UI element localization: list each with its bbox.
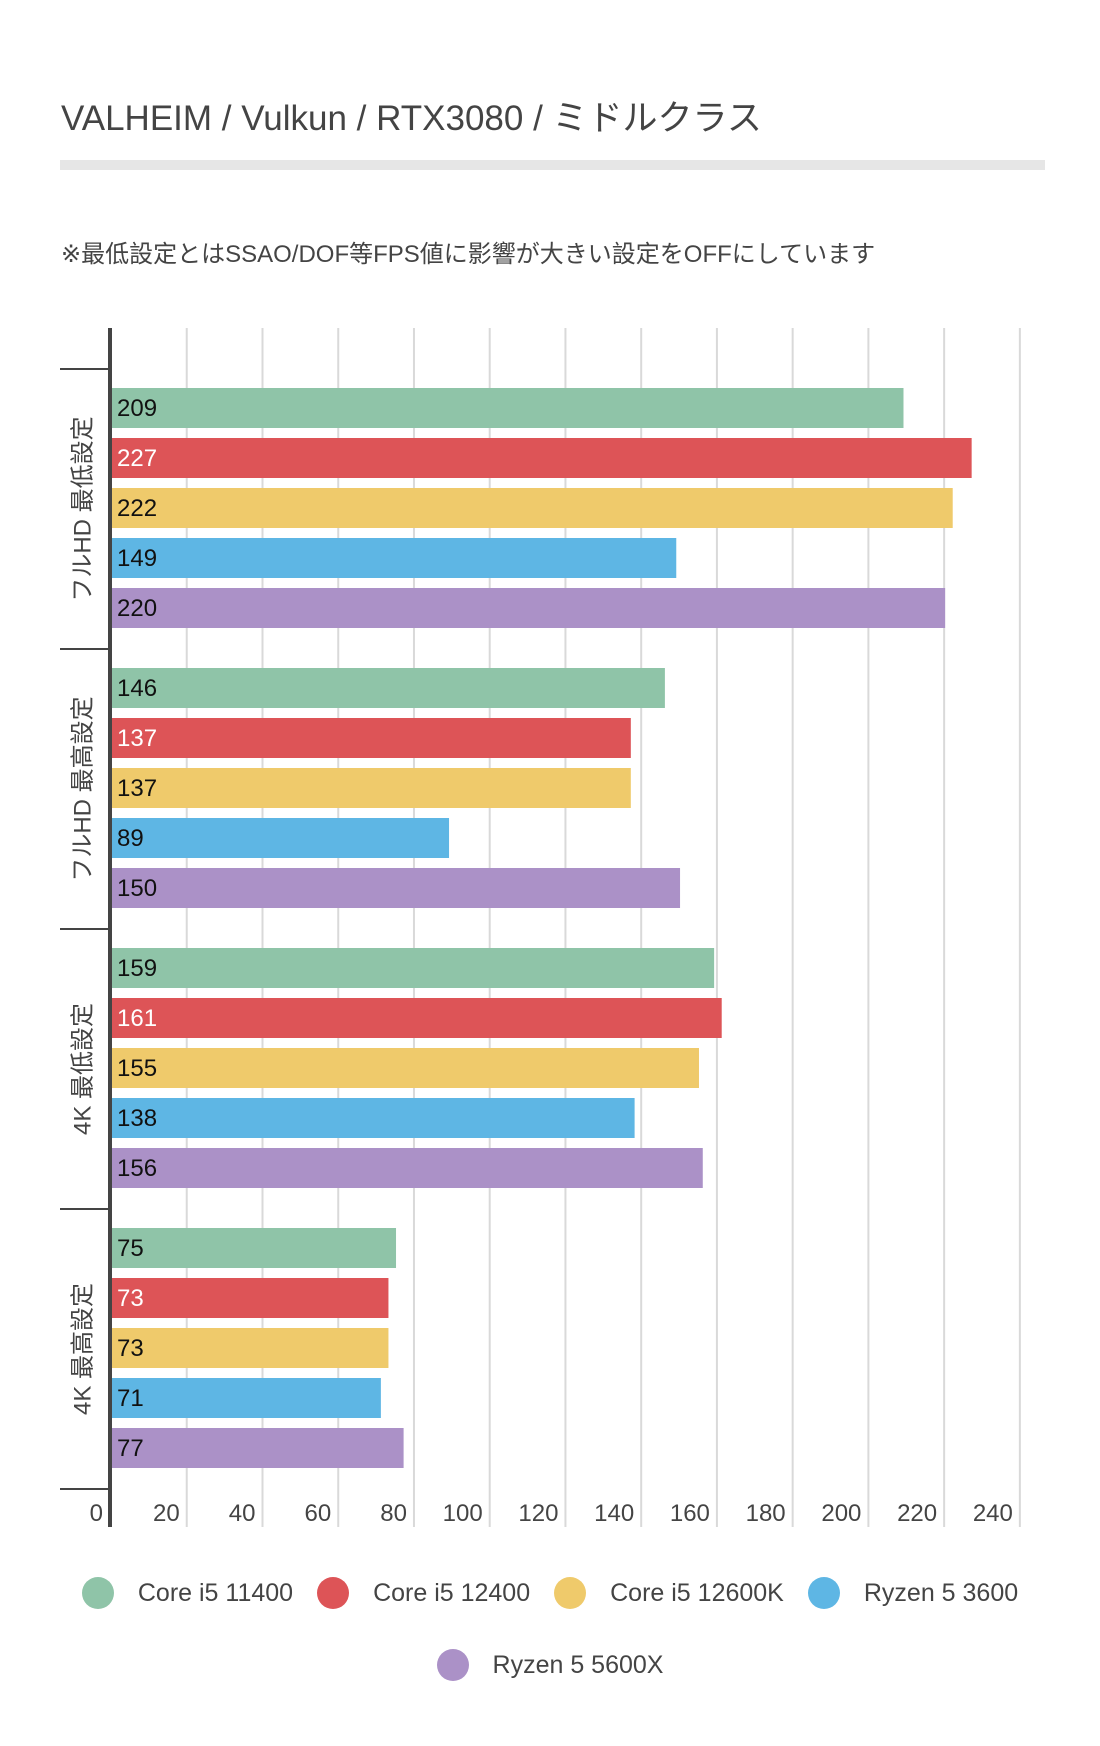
bars bbox=[112, 388, 972, 1468]
legend-item[interactable]: Core i5 12400 bbox=[317, 1577, 530, 1609]
bar bbox=[112, 1278, 389, 1318]
bar bbox=[112, 1378, 381, 1418]
bar bbox=[112, 718, 631, 758]
bar-value-label: 150 bbox=[117, 875, 157, 902]
legend-swatch-icon bbox=[554, 1577, 587, 1609]
bar bbox=[112, 488, 953, 528]
legend-item[interactable]: Ryzen 5 5600X bbox=[436, 1649, 664, 1681]
chart-subtitle-note: ※最低設定とはSSAO/DOF等FPS値に影響が大きい設定をOFFにしています bbox=[61, 241, 876, 268]
legend-swatch-icon bbox=[81, 1577, 114, 1609]
bar-value-label: 73 bbox=[117, 1335, 144, 1362]
title-divider bbox=[60, 160, 1045, 170]
legend-label: Ryzen 5 3600 bbox=[863, 1578, 1019, 1607]
bar bbox=[112, 768, 631, 808]
legend-item[interactable]: Core i5 11400 bbox=[81, 1577, 294, 1609]
bar bbox=[112, 1048, 699, 1088]
x-tick-label: 240 bbox=[973, 1500, 1013, 1527]
bar bbox=[112, 668, 665, 708]
bar-value-label: 71 bbox=[117, 1385, 144, 1412]
bar bbox=[112, 1098, 635, 1138]
legend-swatch-icon bbox=[317, 1577, 350, 1609]
legend: Core i5 11400 Core i5 12400 Core i5 12600K… bbox=[0, 1568, 1100, 1712]
bar bbox=[112, 818, 450, 858]
bar bbox=[112, 1148, 703, 1188]
bar-value-label: 149 bbox=[117, 545, 157, 572]
x-tick-label: 200 bbox=[821, 1500, 861, 1527]
legend-row: Ryzen 5 5600X bbox=[0, 1640, 1100, 1690]
bar-value-label: 137 bbox=[117, 725, 157, 752]
category-label: 4K 最低設定 bbox=[70, 1003, 97, 1135]
bar bbox=[112, 1428, 404, 1468]
legend-swatch-icon bbox=[807, 1577, 840, 1609]
bar-value-label: 146 bbox=[117, 675, 157, 702]
bar-value-label: 209 bbox=[117, 395, 157, 422]
x-tick-label: 160 bbox=[670, 1500, 710, 1527]
bar bbox=[112, 998, 722, 1038]
bar-value-label: 227 bbox=[117, 445, 157, 472]
x-tick-label: 220 bbox=[897, 1500, 937, 1527]
x-tick-label: 80 bbox=[380, 1500, 407, 1527]
bar bbox=[112, 948, 715, 988]
x-tick-label: 20 bbox=[153, 1500, 180, 1527]
labels: 0 20 40 60 80 100 120 140 160 180 200 220 240 209 227 2… bbox=[70, 395, 1013, 1527]
legend-label: Core i5 12400 bbox=[373, 1578, 531, 1607]
category-label: フルHD 最高設定 bbox=[70, 696, 97, 881]
legend-item[interactable]: Ryzen 5 3600 bbox=[807, 1577, 1019, 1609]
legend-label: Core i5 12600K bbox=[610, 1578, 784, 1607]
bar-value-label: 73 bbox=[117, 1285, 144, 1312]
x-tick-label: 140 bbox=[594, 1500, 634, 1527]
legend-item[interactable]: Core i5 12600K bbox=[554, 1577, 784, 1609]
bar-value-label: 137 bbox=[117, 775, 157, 802]
bar bbox=[112, 388, 904, 428]
axes bbox=[60, 328, 112, 1527]
bar-value-label: 75 bbox=[117, 1235, 144, 1262]
bar-value-label: 77 bbox=[117, 1435, 144, 1462]
bar-value-label: 155 bbox=[117, 1055, 157, 1082]
x-tick-label: 60 bbox=[305, 1500, 332, 1527]
x-tick-label: 100 bbox=[443, 1500, 483, 1527]
category-label: 4K 最高設定 bbox=[70, 1283, 97, 1415]
bar bbox=[112, 1228, 397, 1268]
bar bbox=[112, 588, 946, 628]
bar-value-label: 222 bbox=[117, 495, 157, 522]
x-tick-label: 40 bbox=[229, 1500, 256, 1527]
bar-value-label: 156 bbox=[117, 1155, 157, 1182]
bar bbox=[112, 1328, 389, 1368]
legend-label: Core i5 11400 bbox=[137, 1578, 294, 1607]
legend-row: Core i5 11400 Core i5 12400 Core i5 12600K… bbox=[0, 1568, 1100, 1618]
bar bbox=[112, 868, 681, 908]
bar bbox=[112, 438, 972, 478]
bar-value-label: 220 bbox=[117, 595, 157, 622]
x-tick-label: 180 bbox=[746, 1500, 786, 1527]
x-tick-label: 120 bbox=[518, 1500, 558, 1527]
chart-title: VALHEIM / Vulkun / RTX3080 / ミドルクラス bbox=[61, 99, 762, 138]
legend-swatch-icon bbox=[436, 1649, 469, 1681]
x-tick-label: 0 bbox=[90, 1500, 103, 1527]
legend-label: Ryzen 5 5600X bbox=[492, 1650, 664, 1679]
bar-value-label: 161 bbox=[117, 1005, 157, 1032]
bar-chart: 0 20 40 60 80 100 120 140 160 180 200 220 240 209 227 2… bbox=[60, 328, 1021, 1527]
bar-value-label: 89 bbox=[117, 825, 144, 852]
bar-value-label: 138 bbox=[117, 1105, 157, 1132]
category-label: フルHD 最低設定 bbox=[70, 416, 97, 601]
bar-value-label: 159 bbox=[117, 955, 157, 982]
bar bbox=[112, 538, 677, 578]
